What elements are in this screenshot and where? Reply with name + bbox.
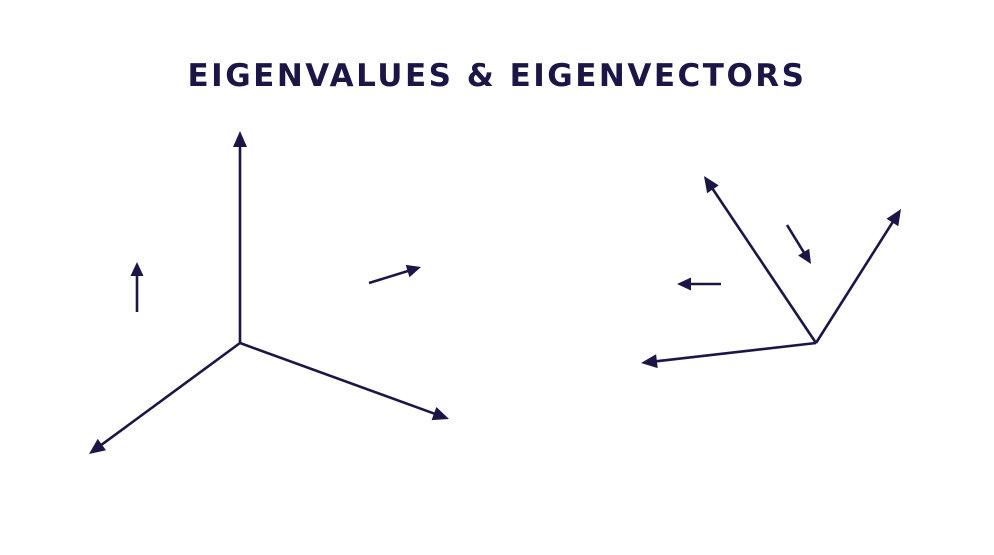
small-left-arrow [677,277,721,291]
right-axis-upper-right-arrow-shaft [814,220,895,344]
small-down-right-arrow-shaft [785,224,806,255]
arrow-layer [89,131,901,454]
right-axis-upper-right-arrow [814,209,901,344]
right-axis-upper-left-arrow [704,176,818,344]
right-axis-upper-left-arrow-shaft [710,186,818,344]
right-axis-upper-right-arrow-head [886,209,901,227]
left-axis-down-left-arrow-head [89,438,106,454]
right-axis-upper-left-arrow-head [704,176,719,194]
small-up-arrow-head [130,262,144,276]
small-down-right-arrow [785,224,811,264]
small-down-right-arrow-head [798,248,811,264]
left-axis-down-right-arrow-head [431,407,449,421]
small-up-arrow [130,262,144,312]
diagram-title: EIGENVALUES & EIGENVECTORS [187,58,807,94]
left-axis-down-left-arrow [89,341,241,454]
left-axis-up-arrow-head [233,131,247,147]
small-right-arrow-head [405,264,421,278]
left-axis-down-right-arrow [239,341,449,421]
right-axis-left-arrow [641,341,817,369]
right-axis-left-arrow-shaft [654,341,817,363]
left-axis-down-left-arrow-shaft [99,341,241,447]
right-axis-left-arrow-head [641,354,658,369]
small-right-arrow-shaft [368,269,410,285]
left-axis-up-arrow [233,131,247,343]
small-right-arrow [368,264,421,285]
small-left-arrow-head [677,277,691,291]
left-axis-down-right-arrow-shaft [239,341,437,416]
